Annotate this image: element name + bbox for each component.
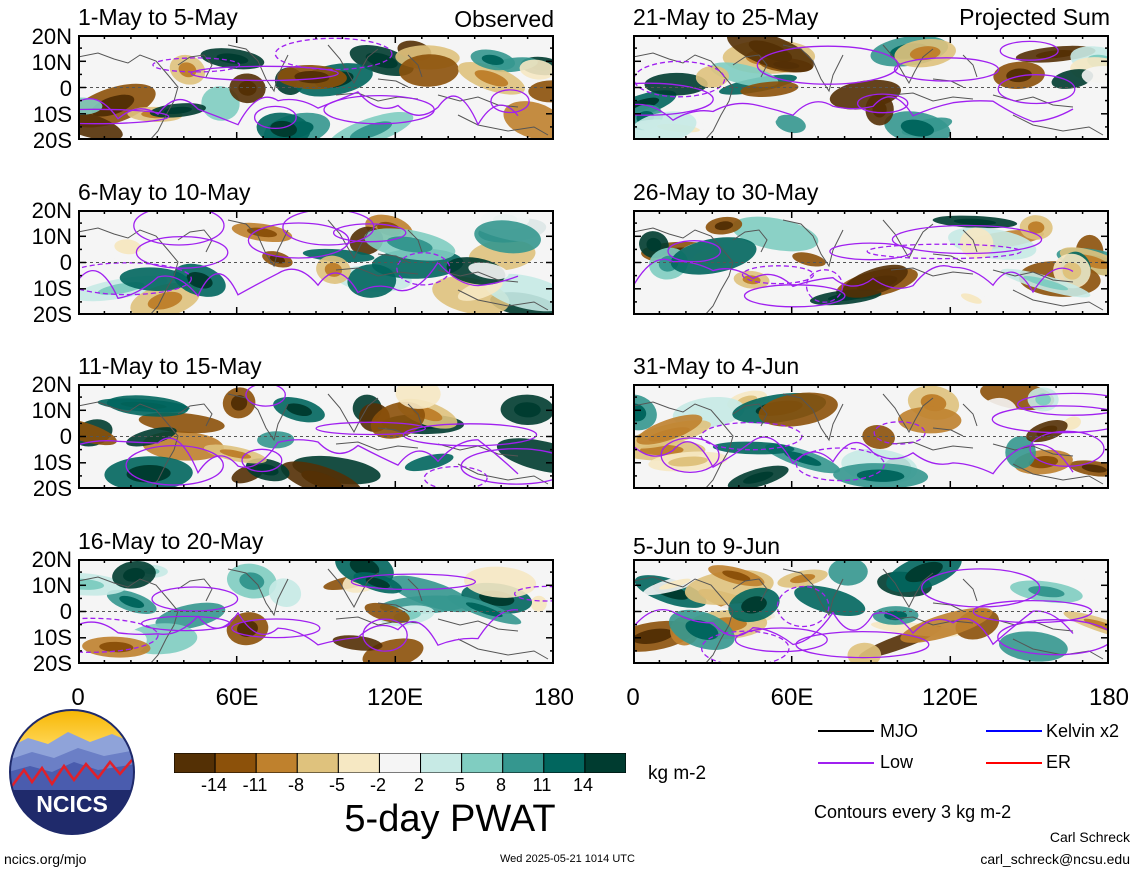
lon-label: 120E (366, 684, 424, 711)
lat-label: 0 (59, 424, 72, 449)
site-link[interactable]: ncics.org/mjo (4, 851, 87, 867)
colorbar (173, 752, 627, 778)
map-panel-6 (633, 210, 1109, 315)
lat-label: 10S (32, 102, 72, 127)
panel-title-1: 1-May to 5-May (78, 4, 238, 30)
lat-label: 10S (32, 276, 72, 301)
colorbar-tick: -11 (242, 775, 268, 795)
lat-label: 20N (31, 372, 72, 397)
lat-label: 0 (59, 250, 72, 275)
observed-header: Observed (454, 6, 554, 32)
lat-label: 20S (32, 128, 72, 153)
colorbar-bin (461, 752, 504, 774)
legend-label-low: Low (880, 752, 914, 772)
lat-label: 20S (32, 476, 72, 501)
legend-swatch-low (818, 762, 874, 764)
colorbar-bin (255, 752, 298, 774)
ncics-logo: NCICS (8, 708, 136, 841)
colorbar-bin (378, 752, 422, 774)
colorbar-bin (543, 752, 586, 774)
lat-label: 20N (31, 547, 72, 572)
panel-title-8: 5-Jun to 9-Jun (633, 533, 781, 559)
colorbar-tick: -8 (287, 775, 304, 795)
lat-label: 20S (32, 651, 72, 676)
lat-label: 0 (59, 76, 72, 101)
colorbar-tick: 14 (572, 775, 594, 795)
lat-label: 0 (59, 599, 72, 624)
lat-label: 10S (32, 450, 72, 475)
colorbar-bin (337, 752, 380, 774)
author-email[interactable]: carl_schreck@ncsu.edu (980, 851, 1130, 867)
lon-label: 60E (770, 684, 814, 711)
map-panel-1 (78, 35, 554, 140)
lon-label: 180 (1088, 684, 1130, 711)
author: Carl Schreck (1049, 829, 1130, 845)
lat-label: 10S (32, 625, 72, 650)
lat-label: 10N (31, 224, 72, 249)
map-panel-7 (633, 384, 1109, 489)
lat-label: 20S (32, 302, 72, 327)
panel-title-3: 11-May to 15-May (78, 353, 262, 379)
lat-label: 10N (31, 50, 72, 75)
colorbar-tick: 5 (454, 775, 465, 795)
legend-label-kelvin: Kelvin x2 (1046, 721, 1120, 741)
lon-label: 0 (626, 684, 640, 711)
colorbar-bin (584, 752, 627, 774)
chart-title: 5-day PWAT (344, 798, 556, 840)
lat-label: 20N (31, 24, 72, 49)
legend-swatch-er (986, 762, 1042, 764)
lon-label: 60E (215, 684, 259, 711)
panel-title-4: 16-May to 20-May (78, 528, 264, 554)
colorbar-tick: 11 (532, 775, 552, 795)
legend-swatch-kelvin (986, 730, 1042, 732)
panel-title-6: 26-May to 30-May (633, 179, 819, 205)
legend-label-er: ER (1046, 752, 1072, 772)
map-panel-5 (633, 35, 1109, 140)
colorbar-tick: 8 (495, 775, 506, 795)
map-panel-8 (633, 559, 1109, 664)
colorbar-bin (173, 752, 216, 774)
legend-swatch-mjo (818, 730, 874, 732)
colorbar-bin (502, 752, 545, 774)
map-panel-3 (78, 384, 554, 489)
projected-sum-header: Projected Sum (959, 4, 1110, 30)
contour-note: Contours every 3 kg m-2 (814, 802, 1012, 822)
colorbar-tick: -2 (369, 775, 386, 795)
colorbar-bin (420, 752, 463, 774)
panel-title-5: 21-May to 25-May (633, 4, 819, 30)
lat-label: 20N (31, 198, 72, 223)
panel-title-2: 6-May to 10-May (78, 179, 251, 205)
logo-text: NCICS (36, 791, 108, 817)
colorbar-tick: -5 (328, 775, 345, 795)
colorbar-bin (296, 752, 339, 774)
lon-label: 120E (921, 684, 979, 711)
lat-label: 10N (31, 398, 72, 423)
timestamp: Wed 2025-05-21 1014 UTC (500, 853, 635, 865)
colorbar-tick: -14 (200, 775, 227, 795)
colorbar-tick: 2 (413, 775, 424, 795)
map-panel-2 (78, 210, 554, 315)
map-panel-4 (78, 559, 554, 664)
colorbar-bin (214, 752, 257, 774)
colorbar-units: kg m-2 (648, 763, 707, 784)
lat-label: 10N (31, 573, 72, 598)
lon-label: 0 (71, 684, 85, 711)
legend-label-mjo: MJO (880, 721, 918, 741)
panel-title-7: 31-May to 4-Jun (633, 353, 800, 379)
lon-label: 180 (533, 684, 575, 711)
